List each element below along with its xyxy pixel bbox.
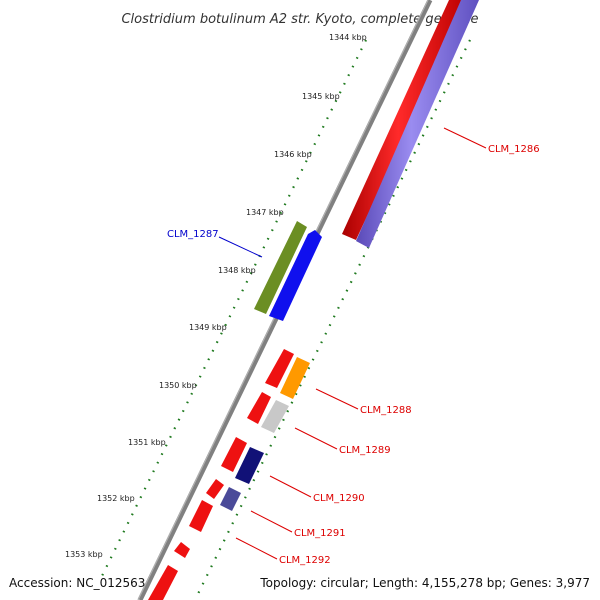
gene-label-clm1287[interactable]: CLM_1287: [167, 229, 219, 240]
tick-label: 1346 kbp: [274, 150, 312, 159]
gene-purple[interactable]: [356, 0, 479, 248]
tick-label: 1349 kbp: [189, 323, 227, 332]
accession-text: Accession: NC_012563: [9, 576, 145, 590]
leader-line-clm1290: [269, 475, 312, 498]
genome-summary-text: Topology: circular; Length: 4,155,278 bp…: [259, 576, 590, 590]
leader-line-clm1291: [250, 510, 293, 533]
gene-orange[interactable]: [280, 357, 310, 399]
gene-red-a[interactable]: [265, 349, 294, 388]
gene-slate[interactable]: [220, 487, 241, 511]
gene-label-clm1289[interactable]: CLM_1289: [339, 445, 391, 456]
gene-red-f[interactable]: [174, 542, 190, 558]
tick-label: 1352 kbp: [97, 494, 135, 503]
gene-red-c[interactable]: [221, 437, 247, 472]
gene-label-clm1290[interactable]: CLM_1290: [313, 493, 365, 504]
inner-tick-track: [194, 39, 471, 600]
tick-label: 1345 kbp: [302, 92, 340, 101]
gene-red-d[interactable]: [206, 479, 224, 499]
map-title: Clostridium botulinum A2 str. Kyoto, com…: [121, 12, 478, 27]
leader-line-clm1286: [443, 127, 487, 149]
tick-label: 1350 kbp: [159, 381, 197, 390]
gene-olive[interactable]: [254, 221, 307, 314]
gene-red-e[interactable]: [189, 500, 213, 532]
leader-line-clm1289: [294, 427, 338, 450]
tick-label: 1353 kbp: [65, 550, 103, 559]
tick-label: 1347 kbp: [246, 208, 284, 217]
gene-label-clm1286[interactable]: CLM_1286: [488, 144, 540, 155]
leader-line-clm1287: [218, 236, 263, 258]
gene-label-clm1288[interactable]: CLM_1288: [360, 405, 412, 416]
tick-label: 1348 kbp: [218, 266, 256, 275]
gene-blue-clm1287[interactable]: [269, 230, 322, 321]
gene-label-clm1292[interactable]: CLM_1292: [279, 555, 331, 566]
gene-label-clm1291[interactable]: CLM_1291: [294, 528, 346, 539]
leader-line-clm1288: [315, 388, 359, 410]
tick-label: 1351 kbp: [128, 438, 166, 447]
tick-label: 1344 kbp: [329, 33, 367, 42]
gene-red-g[interactable]: [148, 565, 178, 600]
gene-navy[interactable]: [235, 447, 264, 484]
leader-line-clm1292: [235, 537, 278, 560]
gene-gray[interactable]: [261, 400, 289, 433]
gene-red-b[interactable]: [247, 392, 271, 424]
